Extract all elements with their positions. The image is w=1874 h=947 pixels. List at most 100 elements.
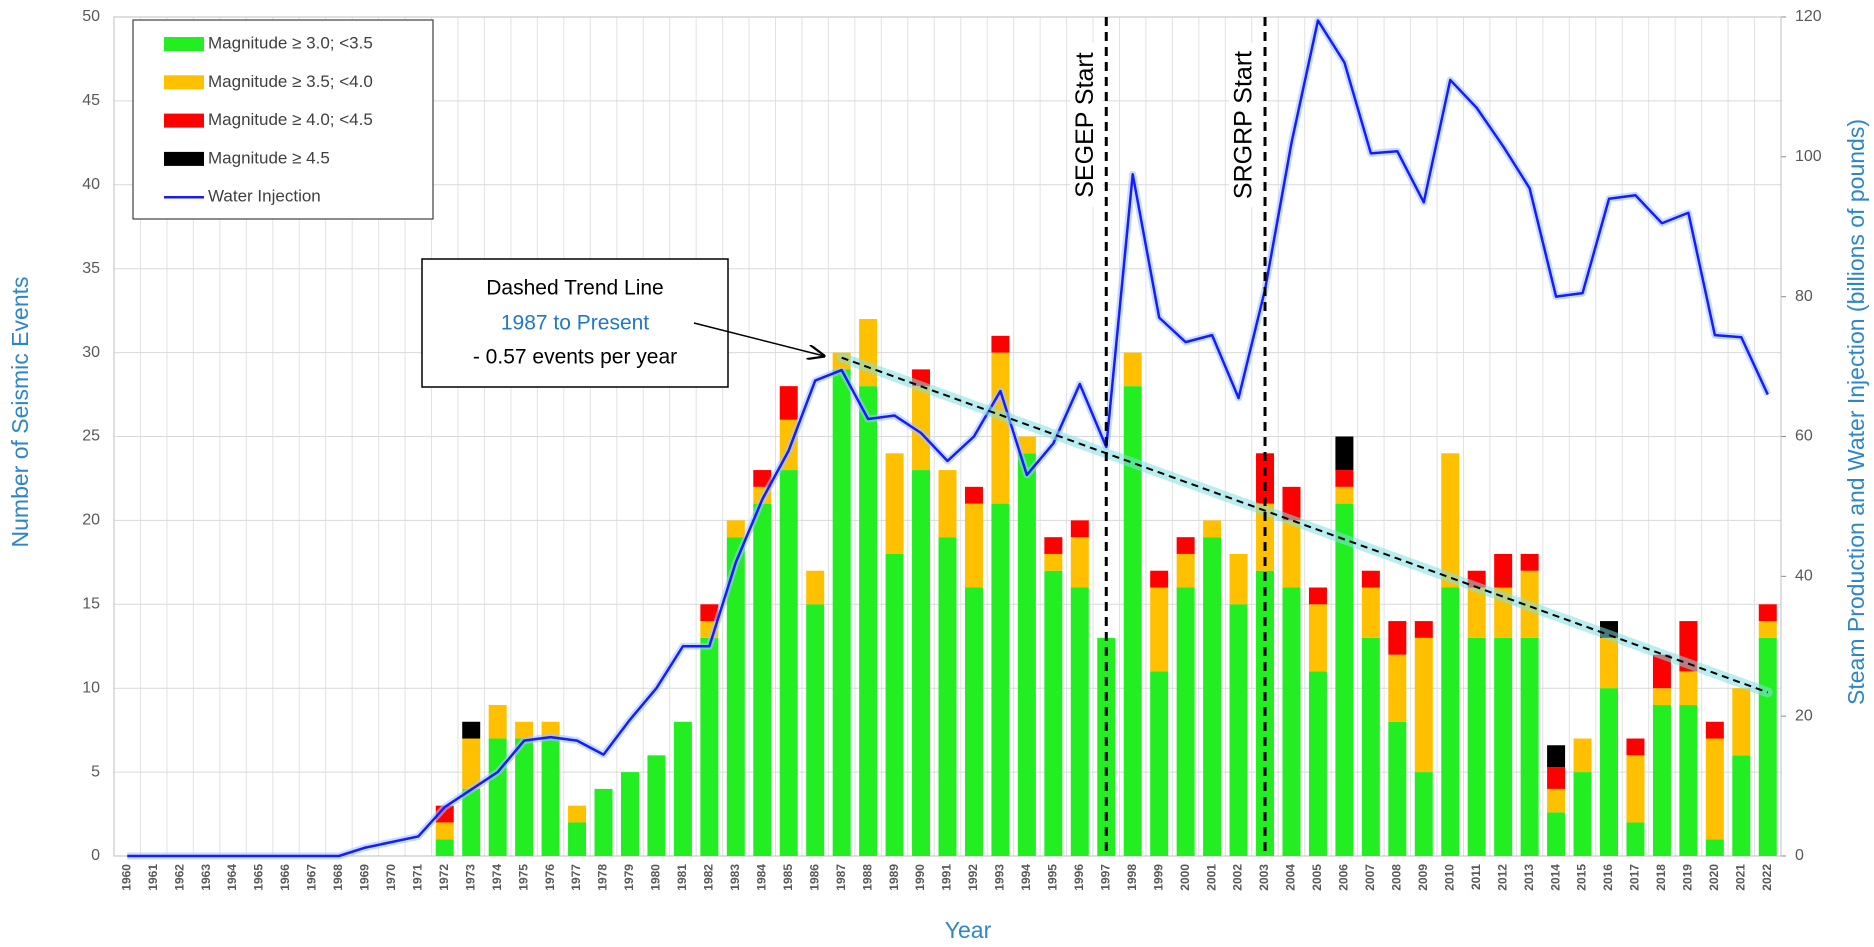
bar [832, 369, 851, 856]
x-tick-label: 2003 [1257, 864, 1271, 891]
x-tick-label: 1969 [358, 864, 372, 891]
bar [1679, 671, 1698, 705]
annotation-line: Dashed Trend Line [486, 277, 663, 300]
bar [859, 319, 878, 387]
bar [594, 788, 613, 856]
bar [700, 637, 719, 856]
y-tick-label: 10 [82, 679, 100, 696]
marker-label-bg [1070, 43, 1103, 207]
y2-tick-label: 0 [1795, 847, 1804, 864]
legend-items: Magnitude ≥ 3.0; <3.5 Magnitude ≥ 3.5; <4… [164, 33, 373, 206]
bar [753, 470, 772, 487]
bar [1573, 772, 1592, 856]
bar [1361, 587, 1380, 638]
bar [912, 470, 931, 856]
y2-tick-label: 60 [1795, 428, 1813, 445]
bar [1176, 537, 1195, 554]
bar [779, 470, 798, 856]
bar [1176, 553, 1195, 588]
x-tick-label: 2013 [1522, 864, 1536, 891]
bar [1017, 453, 1036, 856]
x-tick-label: 2000 [1178, 864, 1192, 891]
bar [991, 503, 1010, 856]
x-tick-label: 1963 [199, 864, 213, 891]
bar [700, 604, 719, 622]
y2-tick-label: 80 [1795, 288, 1813, 305]
legend-swatch [164, 37, 204, 51]
x-tick-label: 1983 [728, 864, 742, 891]
x-tick-label: 2016 [1601, 864, 1615, 891]
bar [1705, 738, 1724, 840]
bar [1626, 738, 1645, 756]
x-tick-label: 1999 [1151, 864, 1165, 891]
bar [1467, 587, 1486, 638]
bar [488, 704, 507, 739]
legend: Magnitude ≥ 3.0; <3.5 Magnitude ≥ 3.5; <4… [132, 19, 434, 220]
x-tick-label: 1981 [675, 864, 689, 891]
bar [1547, 788, 1566, 813]
bar [1150, 587, 1169, 672]
y-axis-title: Number of Seismic Events [7, 277, 33, 548]
bar [753, 503, 772, 856]
bar [1388, 621, 1407, 655]
y-tick-label: 40 [82, 176, 100, 193]
x-tick-label: 1998 [1125, 864, 1139, 891]
x-tick-label: 2014 [1548, 864, 1562, 891]
x-tick-label: 2009 [1416, 864, 1430, 891]
x-tick-label: 1985 [781, 864, 795, 891]
bar [1441, 587, 1460, 856]
bar [859, 386, 878, 856]
bar [673, 721, 692, 856]
bar [620, 772, 639, 856]
marker-label-bg [1229, 43, 1262, 207]
bar [1547, 767, 1566, 789]
bar [991, 352, 1010, 504]
bar [1308, 671, 1327, 856]
y2-tick-label: 40 [1795, 568, 1813, 585]
bar [435, 839, 454, 856]
bar [1229, 604, 1248, 856]
bar [1070, 537, 1089, 588]
annotation-arrow [693, 322, 824, 356]
bar [1070, 520, 1089, 538]
bar [964, 503, 983, 588]
bar [912, 386, 931, 471]
bar [1388, 721, 1407, 856]
legend-label: Magnitude ≥ 3.0; <3.5 [208, 33, 373, 52]
y2-tick-label: 20 [1795, 707, 1813, 724]
x-tick-label: 1967 [305, 864, 319, 891]
y-tick-label: 20 [82, 512, 100, 529]
marker-label: SRGRP Start [1230, 51, 1258, 199]
x-tick-label: 1961 [146, 864, 160, 891]
bar [1600, 637, 1619, 689]
bar [1626, 755, 1645, 823]
bar [991, 335, 1010, 353]
bar [1573, 738, 1592, 773]
bar [1414, 772, 1433, 856]
bar [1652, 704, 1671, 856]
bar [726, 520, 745, 538]
bar [1414, 637, 1433, 773]
x-tick-label: 1962 [172, 864, 186, 891]
bar [938, 537, 957, 856]
bar [1414, 621, 1433, 638]
y-tick-label: 0 [91, 847, 100, 864]
bar [568, 822, 587, 856]
x-tick-label: 2015 [1575, 864, 1589, 891]
x-tick-label: 1972 [437, 864, 451, 891]
bar [726, 537, 745, 856]
bar [1097, 637, 1116, 856]
annotation-line: - 0.57 events per year [473, 346, 677, 369]
legend-label: Magnitude ≥ 3.5; <4.0 [208, 72, 373, 91]
x-tick-label: 1971 [410, 864, 424, 891]
bar [1652, 688, 1671, 705]
bar [462, 788, 481, 856]
y2-tick-label: 100 [1795, 148, 1822, 165]
bar [1044, 570, 1063, 856]
y-tick-label: 45 [82, 92, 100, 109]
x-tick-label: 2007 [1363, 864, 1377, 891]
x-tick-label: 1996 [1072, 864, 1086, 891]
bar [806, 604, 825, 856]
bar [1282, 587, 1301, 856]
bar [515, 738, 534, 856]
